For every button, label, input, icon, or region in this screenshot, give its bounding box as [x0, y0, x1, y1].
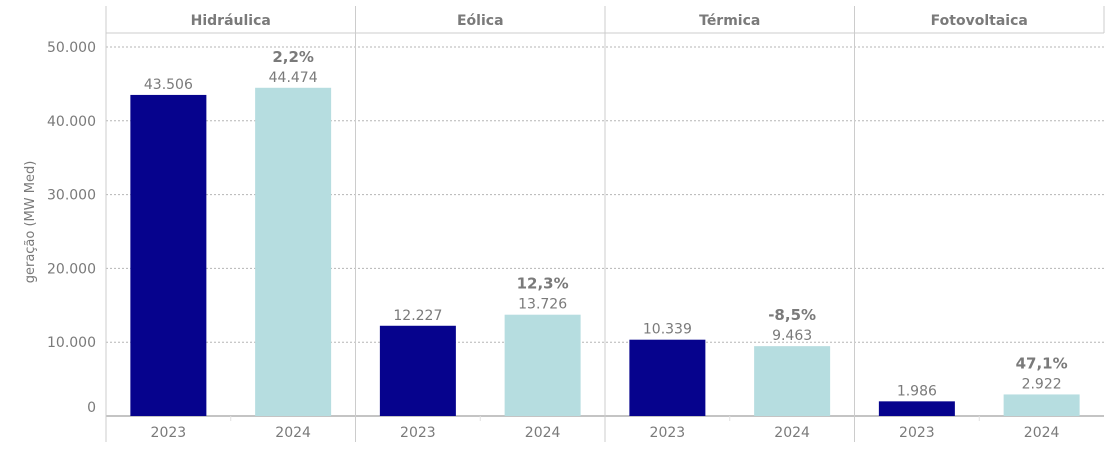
bar-2024 — [255, 87, 332, 416]
x-tick-label: 2023 — [400, 425, 436, 441]
y-axis-label: geração (MW Med) — [23, 161, 38, 284]
x-tick-label: 2023 — [650, 425, 686, 441]
x-tick-label: 2023 — [151, 425, 187, 441]
y-tick-label: 20.000 — [47, 261, 96, 277]
x-tick-label: 2024 — [525, 425, 561, 441]
bar-2023 — [629, 339, 706, 416]
bar-2024 — [504, 314, 581, 416]
change-label: 47,1% — [1016, 354, 1068, 372]
bar-2023 — [379, 325, 456, 416]
change-label: -8,5% — [768, 306, 816, 324]
bar-2024 — [754, 346, 831, 416]
data-label: 43.506 — [144, 77, 193, 93]
data-label: 44.474 — [269, 70, 318, 86]
facet-title: Eólica — [457, 13, 504, 29]
x-tick-label: 2024 — [275, 425, 311, 441]
x-tick-label: 2023 — [899, 425, 935, 441]
change-label: 2,2% — [272, 48, 314, 66]
bar-2023 — [878, 401, 955, 416]
data-label: 1.986 — [897, 383, 937, 399]
x-tick-label: 2024 — [774, 425, 810, 441]
facet-title: Térmica — [699, 13, 760, 29]
data-label: 13.726 — [518, 297, 567, 313]
y-tick-label: 10.000 — [47, 335, 96, 351]
y-tick-label: 0 — [87, 400, 96, 416]
data-label: 10.339 — [643, 322, 692, 338]
bar-2023 — [130, 94, 207, 416]
y-tick-label: 30.000 — [47, 188, 96, 204]
x-tick-label: 2024 — [1024, 425, 1060, 441]
change-label: 12,3% — [517, 275, 569, 293]
facet-title: Hidráulica — [191, 13, 271, 29]
data-label: 12.227 — [393, 308, 442, 324]
y-tick-label: 40.000 — [47, 114, 96, 130]
bar-2024 — [1003, 394, 1080, 416]
data-label: 9.463 — [772, 328, 812, 344]
data-label: 2.922 — [1022, 376, 1062, 392]
y-tick-label: 50.000 — [47, 40, 96, 56]
facet-title: Fotovoltaica — [931, 13, 1028, 29]
